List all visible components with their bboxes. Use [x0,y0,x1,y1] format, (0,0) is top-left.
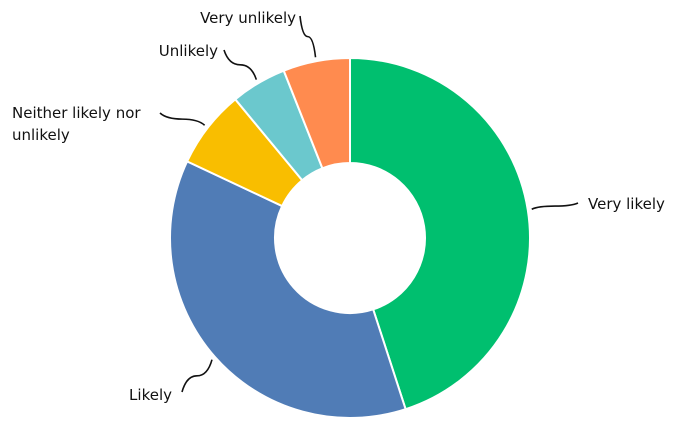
slice-very-likely [349,56,531,411]
donut-slices [169,56,531,419]
slice-labels: Very likely Likely Neither likely nor unlik… [12,9,665,404]
leader-neither-likely-nor-unlikely [159,112,206,126]
label-unlikely: Unlikely [159,42,218,60]
label-leader-lines [159,15,579,393]
label-very-unlikely: Very unlikely [200,9,296,27]
leader-very-likely [531,202,579,210]
slice-likely [169,160,407,419]
label-likely: Likely [129,386,172,404]
leader-very-unlikely [299,15,317,58]
label-neither-likely-nor-unlikely: Neither likely nor unlikely [12,104,141,144]
slice-very-unlikely [282,56,351,170]
leader-unlikely [223,49,258,80]
label-very-likely: Very likely [588,195,665,213]
leader-likely [181,359,213,393]
